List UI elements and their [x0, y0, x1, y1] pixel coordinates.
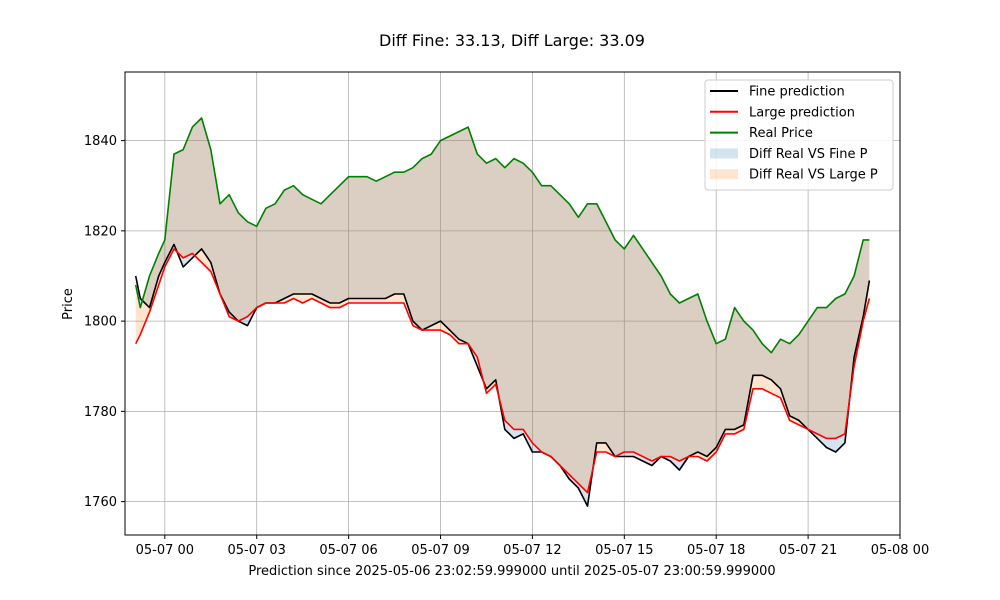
- series-line-real-price: [134, 117, 870, 354]
- x-tick-label: 05-07 06: [319, 543, 377, 558]
- y-axis-label: Price: [61, 288, 76, 320]
- y-tick-label: 1800: [84, 315, 117, 330]
- y-tick-label: 1840: [84, 134, 117, 149]
- legend-label: Large prediction: [749, 105, 855, 120]
- x-tick-label: 05-07 15: [595, 543, 653, 558]
- legend-swatch: [710, 148, 738, 159]
- legend-label: Diff Real VS Fine P: [749, 147, 868, 162]
- x-tick-label: 05-07 21: [779, 543, 837, 558]
- legend-label: Diff Real VS Large P: [749, 168, 878, 183]
- x-tick-label: 05-07 18: [687, 543, 745, 558]
- x-tick-label: 05-07 09: [411, 543, 469, 558]
- y-tick-label: 1820: [84, 224, 117, 239]
- x-axis-label: Prediction since 2025-05-06 23:02:59.999…: [248, 564, 775, 579]
- legend-swatch: [710, 169, 738, 180]
- legend: Fine prediction Large prediction Real Pric…: [704, 79, 894, 191]
- legend-label: Fine prediction: [749, 85, 845, 100]
- y-tick-label: 1780: [84, 405, 117, 420]
- fill-diff-real-vs-fine-p: [135, 118, 870, 507]
- plot-area: 05-07 00 05-07 03 05-07 06 05-07 09 05-07 12…: [84, 71, 929, 558]
- chart-title: Diff Fine: 33.13, Diff Large: 33.09: [379, 31, 645, 50]
- y-tick-label: 1760: [84, 495, 117, 510]
- axes-frame: [124, 71, 901, 536]
- fill-diff-real-vs-large-p: [135, 118, 870, 493]
- x-tick-label: 05-08 00: [871, 543, 929, 558]
- x-tick-label: 05-07 00: [136, 543, 194, 558]
- legend-label: Real Price: [749, 126, 813, 141]
- x-tick-label: 05-07 03: [227, 543, 285, 558]
- legend-box: [704, 79, 894, 191]
- x-tick-label: 05-07 12: [503, 543, 561, 558]
- series-line-large-prediction: [134, 248, 871, 494]
